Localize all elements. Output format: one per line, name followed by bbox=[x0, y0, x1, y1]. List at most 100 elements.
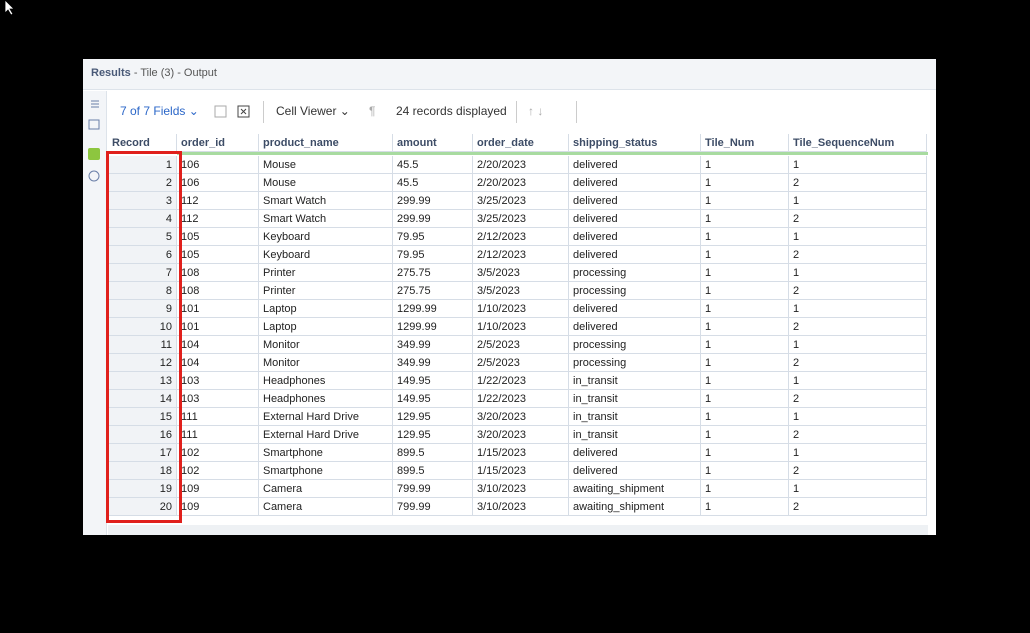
data-grid: Recordorder_idproduct_nameamountorder_da… bbox=[108, 134, 928, 524]
table-cell: 129.95 bbox=[393, 426, 473, 444]
table-cell: delivered bbox=[569, 300, 701, 318]
cursor bbox=[4, 0, 18, 16]
table-cell: 1 bbox=[789, 372, 927, 390]
table-cell: 3/25/2023 bbox=[473, 210, 569, 228]
table-cell: 2/5/2023 bbox=[473, 336, 569, 354]
table-cell: 101 bbox=[177, 300, 259, 318]
table-cell: 111 bbox=[177, 408, 259, 426]
table-cell: External Hard Drive bbox=[259, 408, 393, 426]
column-header: Tile_SequenceNum bbox=[789, 134, 927, 152]
table-cell: 2 bbox=[789, 174, 927, 192]
table-cell: 1 bbox=[701, 174, 789, 192]
table-cell: 799.99 bbox=[393, 498, 473, 516]
table-cell: Smart Watch bbox=[259, 210, 393, 228]
table-cell: 45.5 bbox=[393, 156, 473, 174]
table-cell: 2/20/2023 bbox=[473, 174, 569, 192]
window-subtitle: - Tile (3) - Output bbox=[134, 67, 217, 79]
table-cell: 1/22/2023 bbox=[473, 390, 569, 408]
window-title: Results bbox=[91, 67, 131, 79]
table-cell: 299.99 bbox=[393, 210, 473, 228]
table-cell: processing bbox=[569, 264, 701, 282]
table-cell: Smart Watch bbox=[259, 192, 393, 210]
table-cell: 101 bbox=[177, 318, 259, 336]
table-cell: processing bbox=[569, 282, 701, 300]
table-cell: 1 bbox=[701, 246, 789, 264]
table-cell: 149.95 bbox=[393, 372, 473, 390]
table-cell: 1 bbox=[701, 264, 789, 282]
table-cell: 1299.99 bbox=[393, 318, 473, 336]
table-cell: processing bbox=[569, 354, 701, 372]
table-cell: 1 bbox=[789, 444, 927, 462]
table-cell: 111 bbox=[177, 426, 259, 444]
table-cell: 2/12/2023 bbox=[473, 246, 569, 264]
table-cell: 349.99 bbox=[393, 354, 473, 372]
table-cell: Monitor bbox=[259, 354, 393, 372]
table-cell: 1 bbox=[701, 318, 789, 336]
table-cell: 45.5 bbox=[393, 174, 473, 192]
table-cell: 1/10/2023 bbox=[473, 300, 569, 318]
column-header: Record bbox=[108, 134, 177, 152]
table-cell: delivered bbox=[569, 318, 701, 336]
table-cell: in_transit bbox=[569, 372, 701, 390]
pilcrow: ¶ bbox=[369, 104, 375, 118]
table-cell: 1 bbox=[789, 192, 927, 210]
table-cell: 105 bbox=[177, 228, 259, 246]
table-cell: 108 bbox=[177, 264, 259, 282]
table-cell: 2/12/2023 bbox=[473, 228, 569, 246]
table-cell: delivered bbox=[569, 228, 701, 246]
table-cell: Laptop bbox=[259, 318, 393, 336]
table-cell: 112 bbox=[177, 192, 259, 210]
table-cell: Headphones bbox=[259, 372, 393, 390]
table-cell: 1/10/2023 bbox=[473, 318, 569, 336]
table-cell: Keyboard bbox=[259, 228, 393, 246]
table-cell: 349.99 bbox=[393, 336, 473, 354]
table-cell: 899.5 bbox=[393, 444, 473, 462]
column-header: Tile_Num bbox=[701, 134, 789, 152]
table-cell: 2 bbox=[789, 282, 927, 300]
table-cell: 1 bbox=[789, 300, 927, 318]
table-cell: 79.95 bbox=[393, 246, 473, 264]
table-cell: 3/20/2023 bbox=[473, 408, 569, 426]
table-cell: 3/10/2023 bbox=[473, 480, 569, 498]
table-cell: 2/5/2023 bbox=[473, 354, 569, 372]
table-cell: 104 bbox=[177, 354, 259, 372]
fields-dropdown[interactable]: 7 of 7 Fields ⌄ bbox=[120, 104, 199, 118]
table-cell: 1 bbox=[789, 408, 927, 426]
table-cell: 106 bbox=[177, 156, 259, 174]
table-cell: delivered bbox=[569, 192, 701, 210]
table-cell: 1/15/2023 bbox=[473, 444, 569, 462]
table-cell: Laptop bbox=[259, 300, 393, 318]
table-cell: 1 bbox=[701, 228, 789, 246]
table-cell: 1 bbox=[701, 480, 789, 498]
table-cell: 106 bbox=[177, 174, 259, 192]
table-cell: 1 bbox=[701, 282, 789, 300]
table-cell: 108 bbox=[177, 282, 259, 300]
scrollbar[interactable] bbox=[108, 525, 928, 535]
side-icons bbox=[83, 91, 106, 211]
table-cell: delivered bbox=[569, 462, 701, 480]
table-cell: Camera bbox=[259, 480, 393, 498]
table-cell: Camera bbox=[259, 498, 393, 516]
column-header: order_id bbox=[177, 134, 259, 152]
table-cell: 1 bbox=[701, 210, 789, 228]
table-cell: 1 bbox=[701, 498, 789, 516]
table-cell: 1 bbox=[701, 462, 789, 480]
table-cell: 1 bbox=[701, 156, 789, 174]
table-cell: 2 bbox=[789, 498, 927, 516]
table-cell: 2 bbox=[789, 210, 927, 228]
table-cell: 102 bbox=[177, 462, 259, 480]
table-cell: 1299.99 bbox=[393, 300, 473, 318]
table-cell: delivered bbox=[569, 246, 701, 264]
table-cell: 109 bbox=[177, 480, 259, 498]
viewer-dropdown[interactable]: Cell Viewer ⌄ bbox=[276, 104, 350, 118]
table-cell: 103 bbox=[177, 390, 259, 408]
table-cell: Headphones bbox=[259, 390, 393, 408]
table-cell: 2 bbox=[789, 246, 927, 264]
table-cell: Smartphone bbox=[259, 462, 393, 480]
table-cell: 2/20/2023 bbox=[473, 156, 569, 174]
table-cell: 275.75 bbox=[393, 282, 473, 300]
column-header: shipping_status bbox=[569, 134, 701, 152]
table-cell: 1 bbox=[701, 354, 789, 372]
table-cell: 1 bbox=[789, 336, 927, 354]
